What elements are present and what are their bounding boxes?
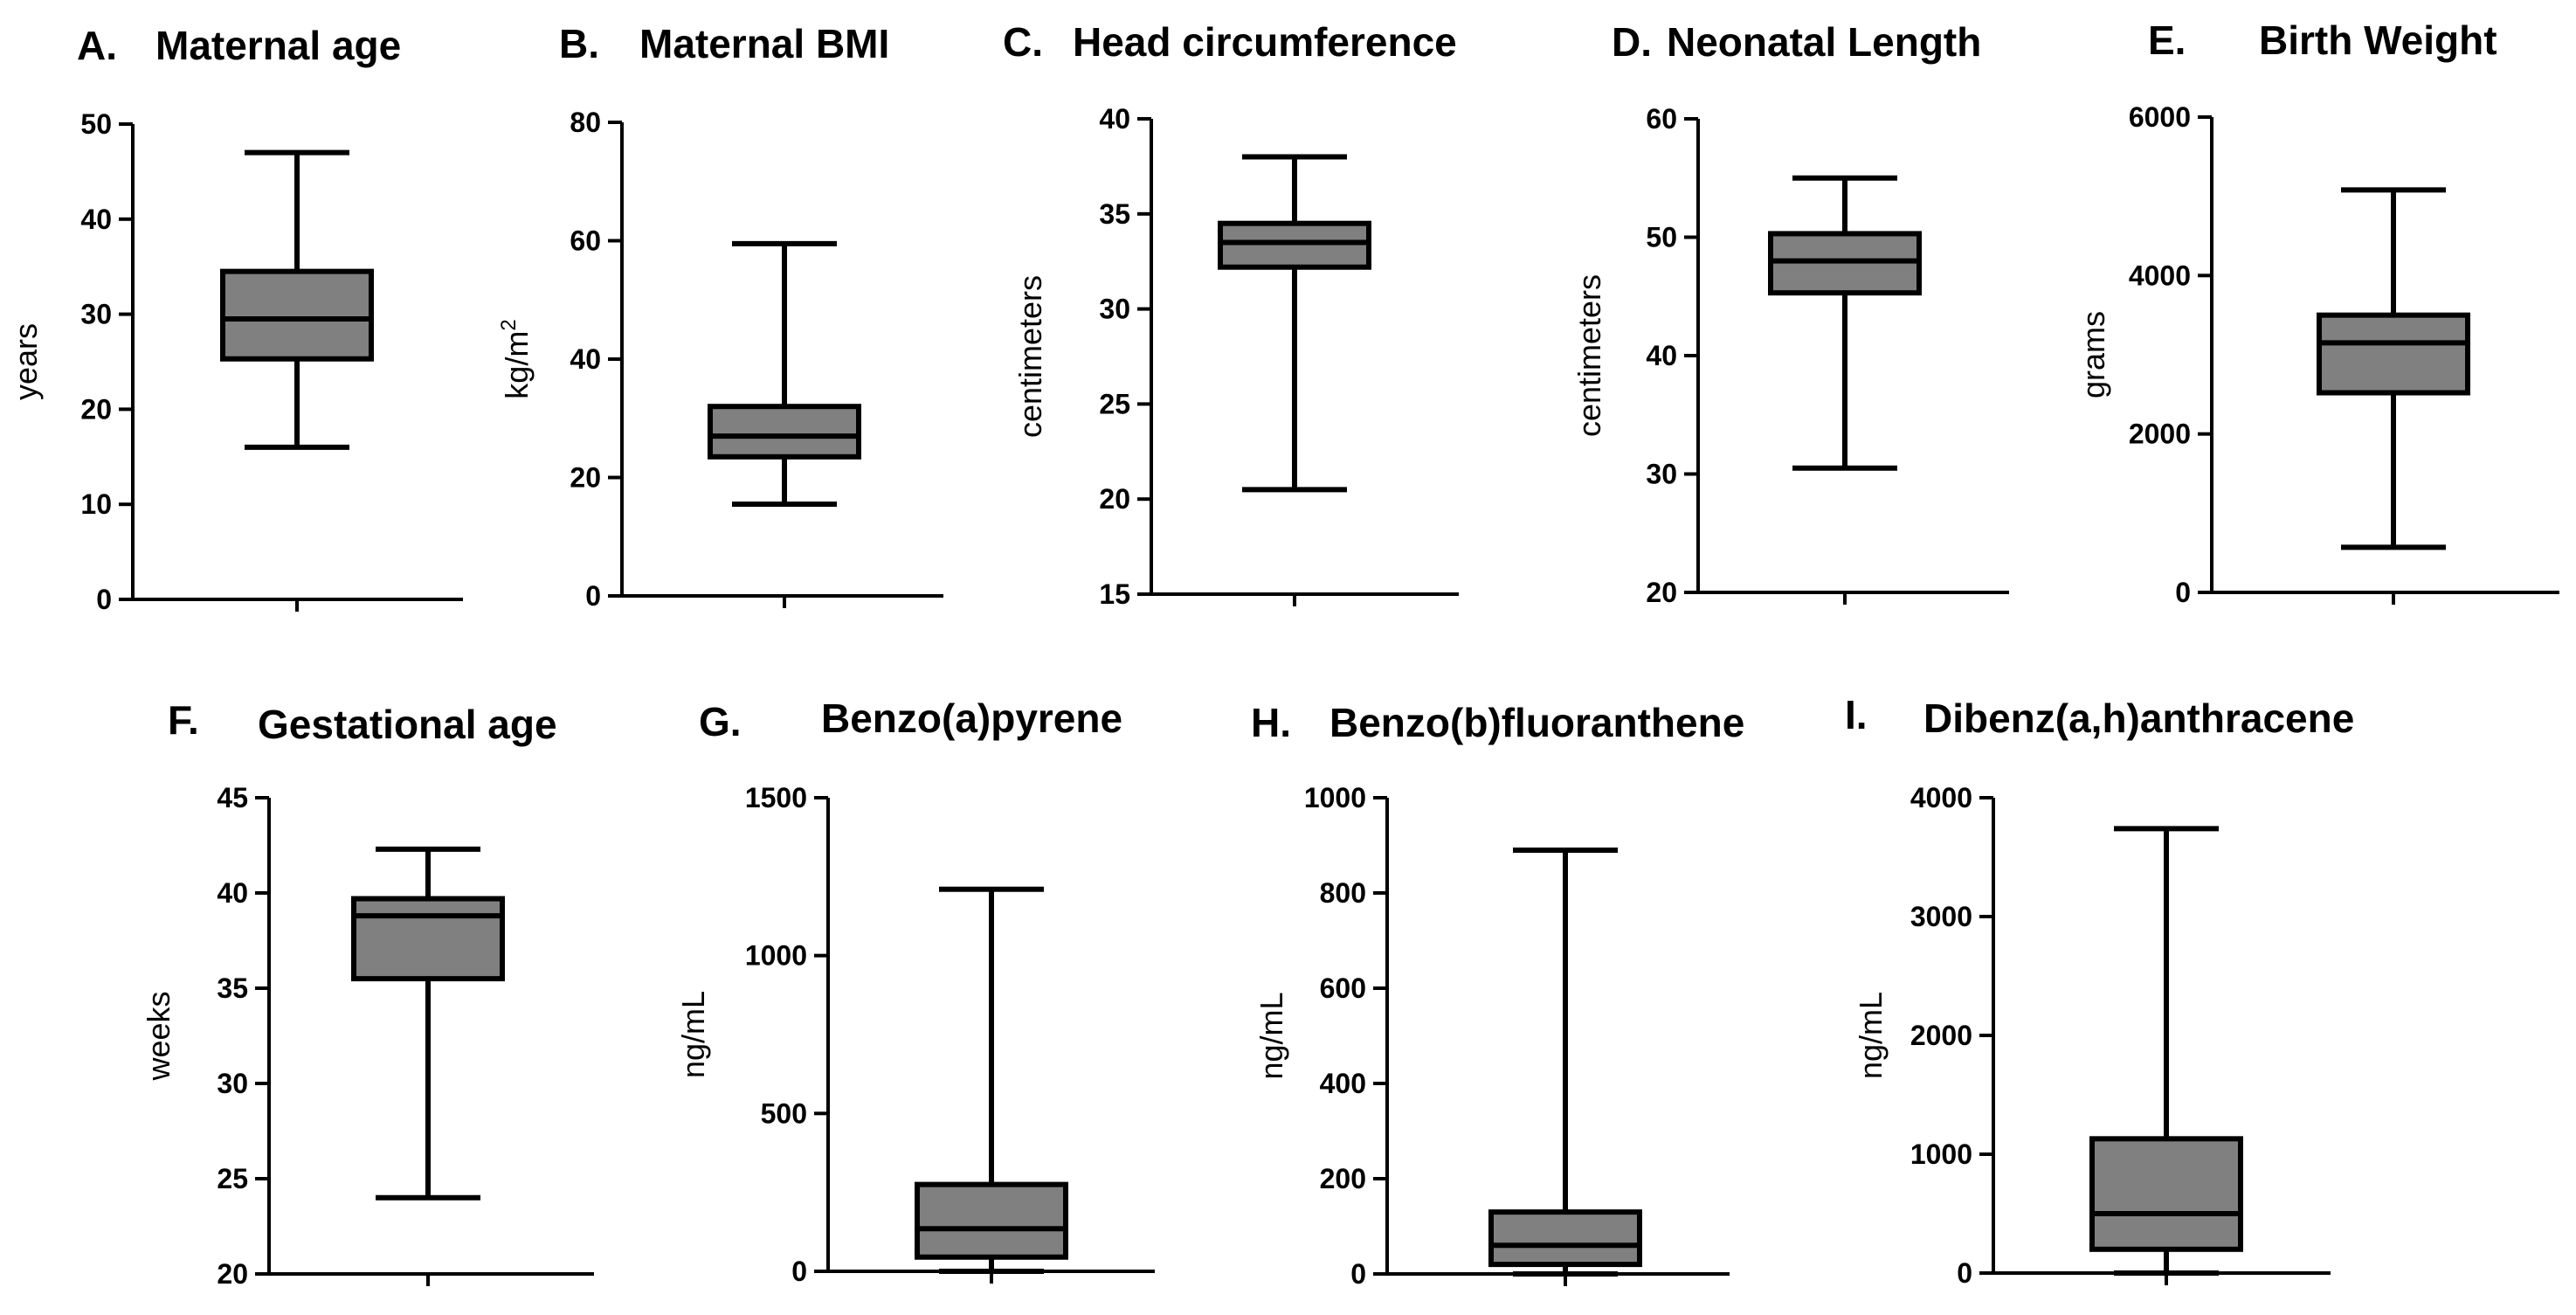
y-tick-label: 2000: [2129, 419, 2191, 450]
panel-letter: F.: [168, 697, 199, 743]
panel-letter: G.: [699, 699, 742, 744]
y-tick-label: 20: [1646, 577, 1677, 608]
y-tick-label: 2000: [1910, 1020, 1972, 1051]
y-tick-label: 200: [1320, 1163, 1366, 1194]
y-tick-label: 40: [217, 877, 248, 909]
y-tick-label: 60: [570, 225, 601, 257]
y-tick-label: 15: [1099, 578, 1130, 610]
y-tick-label: 45: [217, 782, 248, 813]
y-tick-label: 35: [1099, 198, 1130, 230]
iqr-box: [708, 404, 861, 460]
panel-e: E. Birth Weight 0 2000 4000 6000 grams: [2075, 17, 2559, 608]
y-tick-label: 20: [570, 462, 601, 494]
y-tick-label: 30: [1099, 294, 1130, 325]
y-axis-label: grams: [2075, 311, 2111, 398]
panel-title: Benzo(a)pyrene: [821, 696, 1122, 741]
y-tick-label: 20: [217, 1258, 248, 1290]
y-axis-label: ng/mL: [1853, 992, 1889, 1079]
y-tick-label: 35: [217, 972, 248, 1004]
panel-title: Maternal age: [155, 23, 401, 68]
panel-letter: I.: [1845, 692, 1868, 737]
panel-i: I. Dibenz(a,h)anthracene 0 1000 2000 3000 4000…: [1845, 692, 2354, 1289]
panel-title: Birth Weight: [2259, 17, 2497, 63]
panel-g: G. Benzo(a)pyrene 0 500 1000 1500 ng/mL: [675, 696, 1155, 1287]
y-tick-label: 0: [96, 584, 112, 615]
y-tick-label: 400: [1320, 1068, 1366, 1099]
panel-d: D. Neonatal Length 20 30 40 50 60 centimeters: [1571, 19, 2009, 608]
panel-h: H. Benzo(b)fluoranthene 0 200 400 600 800 1000 n…: [1251, 700, 1744, 1290]
y-axis-label: ng/mL: [675, 991, 711, 1078]
panel-a: A. Maternal age 0 10 20 30 40 50 years: [8, 23, 463, 615]
y-tick-label: 3000: [1910, 901, 1972, 932]
panel-letter: B.: [559, 21, 599, 66]
y-tick-label: 40: [1099, 103, 1130, 135]
iqr-box: [915, 1181, 1068, 1260]
iqr-box: [2089, 1136, 2243, 1252]
y-tick-label: 1500: [745, 782, 807, 813]
y-tick-label: 1000: [1304, 782, 1366, 813]
y-tick-label: 500: [761, 1097, 807, 1129]
y-axis-label: kg/m2: [497, 319, 535, 398]
panel-title: Neonatal Length: [1667, 19, 1981, 65]
y-tick-label: 6000: [2129, 101, 2191, 133]
y-tick-label: 0: [1350, 1258, 1366, 1290]
y-axis-label: centimeters: [1571, 274, 1607, 437]
y-tick-label: 800: [1320, 877, 1366, 909]
y-tick-label: 600: [1320, 972, 1366, 1004]
y-tick-label: 60: [1646, 103, 1677, 135]
y-tick-label: 25: [217, 1163, 248, 1194]
panel-letter: A.: [77, 23, 117, 68]
y-axis-label-superscript: 2: [497, 319, 521, 330]
y-axis-label: years: [8, 323, 44, 400]
iqr-box: [2317, 312, 2470, 396]
panel-title: Benzo(b)fluoranthene: [1329, 700, 1744, 745]
panel-f: F. Gestational age 20 25 30 35 40 45 weeks: [141, 697, 594, 1290]
y-tick-label: 0: [791, 1256, 807, 1287]
y-axis-label: weeks: [141, 991, 176, 1081]
y-tick-label: 20: [1099, 483, 1130, 515]
iqr-box: [220, 268, 374, 362]
y-tick-label: 30: [1646, 459, 1677, 490]
y-tick-label: 40: [1646, 340, 1677, 371]
panel-letter: H.: [1251, 700, 1291, 745]
y-tick-label: 0: [585, 580, 601, 612]
panel-title: Dibenz(a,h)anthracene: [1923, 696, 2354, 741]
y-tick-label: 0: [1957, 1257, 1972, 1289]
y-tick-label: 4000: [2129, 260, 2191, 291]
panel-c: C. Head circumference 15 20 25 30 35 40 centimet…: [1003, 19, 1459, 610]
y-tick-label: 20: [80, 393, 112, 425]
y-tick-label: 30: [217, 1068, 248, 1099]
y-tick-label: 1000: [745, 940, 807, 972]
y-tick-label: 25: [1099, 388, 1130, 419]
y-tick-label: 1000: [1910, 1139, 1972, 1170]
y-tick-label: 10: [80, 488, 112, 520]
y-axis-label: ng/mL: [1253, 992, 1289, 1079]
panel-letter: C.: [1003, 19, 1043, 65]
panel-title: Gestational age: [258, 702, 557, 747]
iqr-box: [351, 896, 505, 982]
panel-title: Maternal BMI: [639, 21, 889, 66]
y-axis-label: centimeters: [1012, 275, 1048, 438]
y-tick-label: 0: [2175, 577, 2191, 608]
panel-b: B. Maternal BMI 0 20 40 60 80 kg/m2: [497, 21, 943, 612]
iqr-box: [1488, 1209, 1642, 1268]
y-tick-label: 4000: [1910, 782, 1972, 813]
panel-letter: E.: [2148, 17, 2186, 63]
y-tick-label: 30: [80, 299, 112, 330]
y-tick-label: 50: [1646, 222, 1677, 253]
y-tick-label: 80: [570, 107, 601, 138]
y-tick-label: 40: [80, 204, 112, 235]
panel-title: Head circumference: [1073, 19, 1457, 65]
iqr-box: [1218, 220, 1371, 270]
y-tick-label: 40: [570, 343, 601, 375]
panel-letter: D.: [1612, 19, 1652, 65]
y-tick-label: 50: [80, 108, 112, 140]
